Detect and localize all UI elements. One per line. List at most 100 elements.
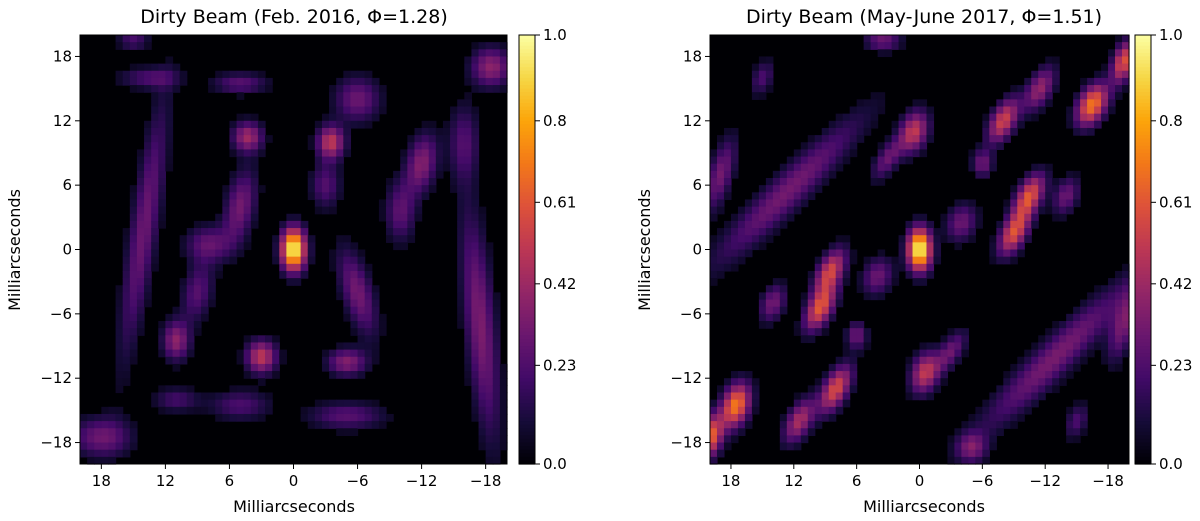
heatmap-cell xyxy=(236,149,245,158)
heatmap-cell xyxy=(814,270,823,279)
heatmap-cell xyxy=(265,135,273,143)
heatmap-cell xyxy=(1017,206,1025,215)
heatmap-cell xyxy=(329,156,337,165)
heatmap-cell xyxy=(1010,106,1018,115)
heatmap-cell xyxy=(471,263,480,272)
heatmap-cell xyxy=(835,249,844,258)
heatmap-cell xyxy=(151,256,159,265)
heatmap-cell xyxy=(478,256,487,265)
heatmap-cell xyxy=(947,213,956,222)
heatmap-cell xyxy=(1031,342,1039,351)
heatmap-cell xyxy=(407,156,416,165)
colorbar-band xyxy=(519,117,535,122)
heatmap-cell xyxy=(357,70,366,79)
heatmap-cell xyxy=(1031,213,1039,222)
heatmap-cell xyxy=(144,270,152,279)
heatmap-cell xyxy=(421,170,430,179)
heatmap-cell xyxy=(870,270,879,279)
colorbar-band xyxy=(1135,253,1151,258)
heatmap-cell xyxy=(919,228,928,236)
heatmap-cell xyxy=(1059,371,1067,379)
heatmap-cell xyxy=(1108,278,1116,286)
heatmap-cell xyxy=(336,106,344,115)
heatmap-cell xyxy=(215,228,223,236)
heatmap-cell xyxy=(165,120,174,129)
heatmap-cell xyxy=(744,206,753,215)
heatmap-cell xyxy=(849,328,858,336)
heatmap-cell xyxy=(136,70,145,79)
heatmap-cell xyxy=(250,213,259,222)
heatmap-cell xyxy=(961,435,969,444)
heatmap-cell xyxy=(250,170,259,179)
heatmap-cell xyxy=(101,456,110,465)
heatmap-cell xyxy=(926,356,935,365)
heatmap-cell xyxy=(961,220,969,229)
heatmap-cell xyxy=(350,285,359,293)
heatmap-cell xyxy=(1115,321,1123,329)
heatmap-cell xyxy=(1052,185,1060,193)
heatmap-cell xyxy=(343,299,352,308)
heatmap-cell xyxy=(492,321,501,329)
heatmap-cell xyxy=(357,256,366,265)
heatmap-cell xyxy=(1080,321,1088,329)
heatmap-cell xyxy=(208,77,216,86)
y-tick-label: 12 xyxy=(683,112,702,130)
colorbar-band xyxy=(519,424,535,429)
heatmap-cell xyxy=(265,349,273,358)
heatmap-cell xyxy=(1122,85,1130,93)
colorbar-band xyxy=(1135,102,1151,108)
heatmap-cell xyxy=(961,213,969,222)
heatmap-cell xyxy=(158,220,166,229)
heatmap-cell xyxy=(336,192,344,201)
heatmap-cell xyxy=(989,113,997,122)
heatmap-cell xyxy=(457,313,465,322)
heatmap-cell xyxy=(947,220,956,229)
heatmap-cell xyxy=(108,442,117,451)
heatmap-cell xyxy=(835,278,844,286)
heatmap-cell xyxy=(257,363,266,372)
heatmap-cell xyxy=(1059,213,1067,222)
heatmap-cell xyxy=(329,413,337,422)
heatmap-cell xyxy=(485,42,494,50)
heatmap-cell xyxy=(464,328,473,336)
heatmap-cell xyxy=(926,378,935,386)
heatmap-cell xyxy=(471,406,480,415)
heatmap-cell xyxy=(336,278,344,286)
heatmap-cell xyxy=(807,385,816,394)
heatmap-cell xyxy=(1017,106,1025,115)
heatmap-cell xyxy=(357,92,366,100)
heatmap-cell xyxy=(257,85,266,93)
heatmap-cell xyxy=(1066,328,1074,336)
heatmap-cell xyxy=(122,306,131,315)
heatmap-cell xyxy=(856,270,865,279)
heatmap-cell xyxy=(793,192,802,201)
heatmap-cell xyxy=(499,371,508,379)
heatmap-cell xyxy=(1038,92,1046,100)
heatmap-cell xyxy=(835,292,844,301)
heatmap-cell xyxy=(779,278,788,286)
heatmap-cell xyxy=(144,192,152,201)
heatmap-cell xyxy=(478,442,487,451)
heatmap-cell xyxy=(744,242,753,251)
y-tick-label: −6 xyxy=(680,305,702,323)
heatmap-cell xyxy=(336,77,344,86)
heatmap-cell xyxy=(279,256,287,265)
heatmap-cell xyxy=(136,263,145,272)
heatmap-cell xyxy=(1066,335,1074,344)
heatmap-cell xyxy=(933,371,942,379)
heatmap-cell xyxy=(723,142,732,150)
heatmap-cell xyxy=(492,299,501,308)
heatmap-cell xyxy=(1017,378,1025,386)
heatmap-cell xyxy=(236,213,245,222)
colorbar-band xyxy=(1135,335,1151,340)
heatmap-cell xyxy=(968,421,976,429)
colorbar-band xyxy=(519,35,535,40)
heatmap-cell xyxy=(115,313,124,322)
heatmap-cell xyxy=(179,399,188,408)
heatmap-cell xyxy=(1017,185,1025,193)
heatmap-cell xyxy=(912,378,921,386)
heatmap-cell xyxy=(236,120,245,129)
colorbar-band xyxy=(519,99,535,104)
heatmap-cell xyxy=(779,442,788,451)
heatmap-cell xyxy=(136,242,145,251)
